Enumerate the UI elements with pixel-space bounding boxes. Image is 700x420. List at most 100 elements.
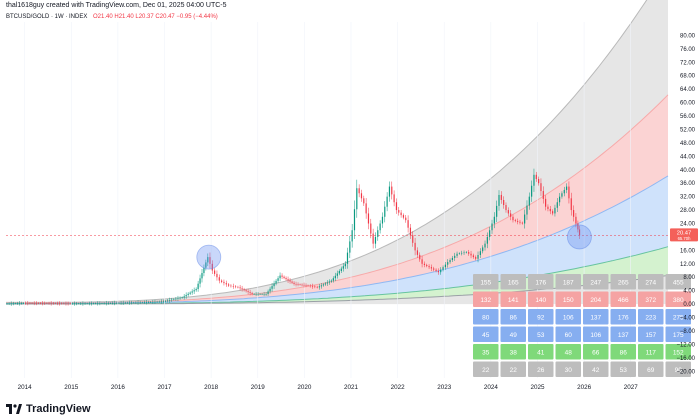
candle-up [456, 253, 458, 256]
table-cell [528, 274, 554, 290]
symbol-label[interactable]: BTCUSD/GOLD · 1W · INDEX [6, 14, 88, 20]
candle-down [370, 223, 372, 234]
brand-name: TradingView [26, 403, 91, 415]
candle-up [336, 273, 338, 276]
table-cell [610, 344, 636, 360]
highlight-circle [196, 244, 222, 270]
candle-down [307, 285, 309, 287]
time-tick-label: 2021 [344, 384, 359, 391]
candle-up [267, 291, 269, 295]
table-cell [500, 326, 526, 342]
candle-down [426, 264, 428, 267]
candle-down [241, 288, 243, 290]
candle-down [365, 203, 367, 214]
candle-up [277, 278, 279, 281]
table-cell-value: 380 [673, 297, 684, 304]
table-cell-value: 274 [645, 279, 656, 286]
candle-down [577, 223, 579, 230]
candle-down [42, 303, 44, 304]
candle-down [50, 303, 52, 304]
candle-up [531, 185, 533, 197]
candle-up [349, 241, 351, 253]
candle-down [54, 303, 56, 304]
price-axis: 80.00 76.00 72.00 68.00 64.00 60.00 56.00 52.00… [670, 33, 698, 375]
table-cell-value: 372 [645, 297, 656, 304]
candle-up [561, 193, 563, 197]
candle-up [135, 302, 137, 304]
table-cell-value: 165 [508, 279, 519, 286]
candle-up [528, 196, 530, 206]
candle-up [160, 301, 162, 303]
candle-up [23, 303, 25, 304]
candle-down [232, 286, 234, 287]
candle-up [332, 278, 334, 281]
table-cell-value: 30 [565, 367, 573, 374]
symbol-legend[interactable]: BTCUSD/GOLD · 1W · INDEX O21.40 H21.40 L… [6, 14, 218, 20]
candle-down [500, 194, 502, 200]
candle-up [261, 294, 263, 295]
candle-down [52, 303, 54, 304]
candle-down [419, 254, 421, 260]
candle-up [122, 302, 124, 304]
table-cell [638, 326, 664, 342]
candle-up [559, 196, 561, 203]
candle-down [235, 286, 237, 288]
table-cell [665, 326, 691, 342]
candle-down [63, 303, 65, 305]
price-tick-label: 60.00 [680, 101, 696, 107]
table-cell-value: 187 [563, 279, 574, 286]
time-tick-label: 2023 [437, 384, 452, 391]
candle-up [346, 252, 349, 264]
candle-down [218, 277, 220, 281]
table-cell [665, 291, 691, 307]
candle-up [75, 303, 78, 305]
candle-up [207, 257, 209, 263]
candle-up [493, 216, 495, 224]
candle-down [437, 270, 439, 273]
candle-down [363, 198, 365, 204]
candle-up [442, 267, 444, 270]
candle-up [154, 301, 156, 303]
price-tick-label: 64.00 [680, 87, 696, 93]
candle-up [524, 214, 526, 224]
candle-up [118, 302, 120, 304]
candle-up [353, 209, 356, 231]
candle-down [402, 215, 405, 218]
candle-down [542, 191, 544, 199]
table-cell-value: 86 [620, 349, 628, 356]
table-cell [583, 274, 609, 290]
last-price-value: 20.47 [677, 230, 692, 236]
candle-up [486, 236, 488, 244]
table-cell-value: 466 [618, 297, 629, 304]
candle-up [197, 283, 199, 289]
table-cell-value: 157 [645, 332, 656, 339]
candle-down [61, 303, 63, 305]
table-cell [638, 361, 664, 377]
candle-down [35, 303, 37, 304]
table-cell-value: 38 [510, 349, 518, 356]
candle-down [512, 216, 514, 221]
band-line [6, 94, 669, 304]
candle-up [386, 196, 388, 207]
price-tick-label: −20.00 [676, 369, 695, 375]
candle-down [29, 303, 31, 304]
candle-down [421, 259, 423, 264]
candle-down [31, 303, 33, 304]
candle-up [167, 300, 169, 302]
candle-up [322, 284, 324, 286]
ohlc-values: O21.40 H21.40 L20.37 C20.47 −0.95 (−4.44… [93, 14, 218, 20]
time-tick-label: 2018 [204, 384, 219, 391]
price-tick-label: 56.00 [680, 114, 696, 120]
price-tick-label: 0.00 [683, 302, 695, 308]
candle-up [16, 303, 18, 304]
table-cell [610, 326, 636, 342]
band-line [6, 0, 648, 303]
candle-up [554, 207, 556, 214]
candle-down [430, 267, 433, 269]
tradingview-logo[interactable]: TradingView [6, 400, 91, 418]
candle-down [395, 202, 398, 211]
candle-up [563, 189, 565, 194]
candle-up [449, 260, 451, 263]
candle-up [86, 303, 88, 305]
candle-up [259, 294, 261, 295]
